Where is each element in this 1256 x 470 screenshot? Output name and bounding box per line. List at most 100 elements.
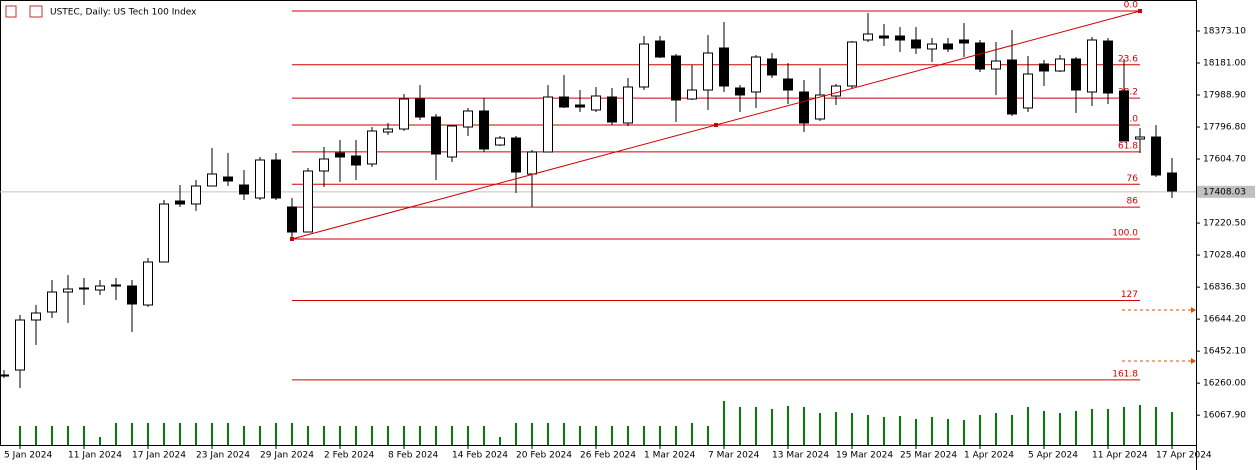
candle-body <box>15 319 25 371</box>
x-tick-label: 5 Jan 2024 <box>4 451 52 461</box>
x-tick-label: 11 Apr 2024 <box>1092 451 1148 461</box>
candle-body <box>959 39 969 44</box>
candle-body <box>575 104 585 108</box>
last-price-label: 17408.03 <box>1203 187 1246 197</box>
candle-body <box>447 125 457 158</box>
candle-body <box>687 89 697 100</box>
candle-body <box>863 33 873 41</box>
candle-body <box>367 130 377 165</box>
candle-body <box>591 95 601 111</box>
y-tick-label: 17220.50 <box>1203 219 1246 229</box>
fib-label: 127 <box>1121 290 1138 300</box>
candle-body <box>463 110 473 128</box>
x-tick-label: 2 Feb 2024 <box>324 451 375 461</box>
fib-label: 76 <box>1127 174 1139 184</box>
candle-body <box>655 40 665 58</box>
candle-body <box>79 287 89 290</box>
y-tick-label: 16644.20 <box>1203 315 1246 325</box>
fib-label: 23.6 <box>1118 54 1138 64</box>
symbol-icons <box>5 5 43 18</box>
candle-body <box>799 91 809 124</box>
x-tick-label: 29 Jan 2024 <box>260 451 314 461</box>
candle-body <box>1103 40 1113 94</box>
candle-body <box>127 285 137 305</box>
candle-body <box>1087 39 1097 93</box>
x-tick-label: 5 Apr 2024 <box>1028 451 1078 461</box>
fib-label: 61.8 <box>1118 141 1138 151</box>
candle-body <box>527 151 537 175</box>
x-tick-label: 14 Feb 2024 <box>452 451 508 461</box>
candle-body <box>303 170 313 233</box>
candle-body <box>975 42 985 70</box>
candle-body <box>111 284 121 287</box>
x-tick-label: 26 Feb 2024 <box>580 451 636 461</box>
fib-label: 100.0 <box>1112 229 1138 239</box>
candle-body <box>1135 136 1145 140</box>
candle-body <box>63 288 73 293</box>
x-tick-label: 25 Mar 2024 <box>900 451 957 461</box>
candle-body <box>1023 73 1033 109</box>
candle-body <box>383 128 393 133</box>
x-tick-label: 1 Apr 2024 <box>964 451 1014 461</box>
candle-body <box>927 43 937 50</box>
candle-body <box>287 206 297 233</box>
candle-body <box>1039 63 1049 72</box>
y-tick-label: 18373.10 <box>1203 26 1246 36</box>
candle-body <box>175 200 185 205</box>
candle-body <box>207 173 217 187</box>
candle-body <box>159 203 169 263</box>
y-tick-label: 18181.00 <box>1203 59 1246 69</box>
candle-body <box>431 116 441 155</box>
candle-body <box>703 52 713 91</box>
candle-body <box>943 43 953 50</box>
candle-body <box>719 47 729 87</box>
candle-body <box>335 152 345 158</box>
x-tick-label: 23 Jan 2024 <box>196 451 250 461</box>
y-tick-label: 17796.80 <box>1203 123 1246 133</box>
candle-body <box>671 55 681 101</box>
fib-anchor <box>290 237 294 241</box>
candle-body <box>479 110 489 150</box>
candle-body <box>847 41 857 87</box>
candle-body <box>415 98 425 118</box>
candle-body <box>143 261 153 306</box>
candle-body <box>191 185 201 205</box>
candle-body <box>1119 90 1129 142</box>
alert-arrow <box>1191 307 1196 313</box>
fib-label: 86 <box>1127 197 1139 207</box>
candle-body <box>623 86 633 124</box>
fib-label: 0.0 <box>1124 1 1139 11</box>
candle-body <box>751 56 761 93</box>
y-tick-label: 17988.90 <box>1203 91 1246 101</box>
candle-body <box>895 35 905 41</box>
candle-body <box>1007 59 1017 115</box>
x-tick-label: 7 Mar 2024 <box>708 451 760 461</box>
candle-body <box>1167 172 1177 192</box>
candle-body <box>47 291 57 313</box>
candle-body <box>911 39 921 49</box>
candle-body <box>223 176 233 182</box>
x-tick-label: 17 Jan 2024 <box>132 451 186 461</box>
candle-body <box>95 285 105 291</box>
fib-anchor <box>1138 9 1142 13</box>
candle-body <box>607 96 617 123</box>
candle-body <box>319 158 329 172</box>
plot-frame <box>0 0 1197 446</box>
candle-body <box>511 137 521 173</box>
x-tick-label: 1 Mar 2024 <box>644 451 696 461</box>
candle-body <box>543 96 553 153</box>
candle-body <box>767 58 777 76</box>
candle-body <box>31 312 41 321</box>
candle-body <box>1055 58 1065 72</box>
candle-body <box>351 155 361 166</box>
y-tick-label: 17604.70 <box>1203 155 1246 165</box>
alert-arrow <box>1191 358 1196 364</box>
y-tick-label: 16067.90 <box>1203 411 1246 421</box>
y-tick-label: 16452.10 <box>1203 347 1246 357</box>
x-tick-label: 20 Feb 2024 <box>516 451 572 461</box>
candle-body <box>1071 58 1081 91</box>
candle-body <box>639 43 649 88</box>
y-tick-label: 16260.00 <box>1203 379 1246 389</box>
x-tick-label: 19 Mar 2024 <box>836 451 893 461</box>
